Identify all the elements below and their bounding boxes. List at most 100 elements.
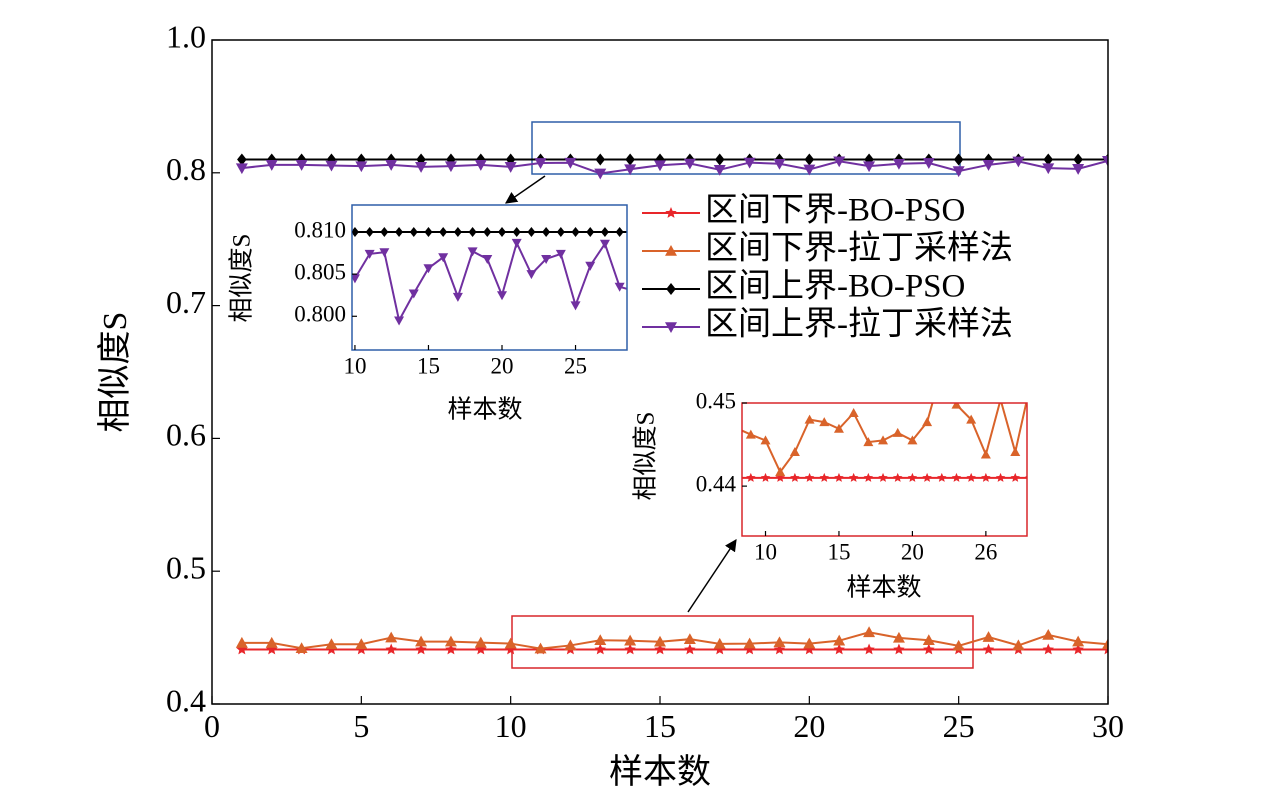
data-point — [409, 226, 418, 237]
series-line — [241, 631, 1108, 650]
data-point — [570, 301, 581, 311]
data-point — [526, 270, 537, 280]
data-point — [541, 254, 552, 264]
data-point — [982, 160, 995, 171]
legend-label: 区间上界-BO-PSO — [705, 269, 965, 305]
data-point — [586, 226, 595, 237]
data-point — [773, 643, 786, 655]
data-point — [355, 638, 368, 650]
x-axis-label: 样本数 — [609, 753, 711, 791]
data-point — [235, 636, 248, 648]
x-axis-label: 样本数 — [846, 574, 921, 602]
data-point — [743, 637, 756, 649]
data-point — [265, 636, 278, 648]
legend-label: 区间上界-拉丁采样法 — [705, 306, 1013, 343]
data-point — [665, 245, 677, 256]
data-point — [743, 157, 756, 169]
data-point — [966, 472, 976, 482]
data-point — [803, 643, 816, 655]
data-point — [951, 472, 962, 482]
data-point — [624, 643, 636, 655]
data-point — [408, 289, 419, 299]
x-axis-label: 样本数 — [447, 396, 522, 424]
data-point — [355, 161, 368, 173]
y-tick-label: 0.810 — [294, 217, 346, 242]
x-tick-label: 15 — [644, 708, 676, 744]
data-point — [775, 472, 785, 482]
data-point — [937, 365, 947, 374]
x-tick-label: 15 — [417, 354, 440, 379]
data-point — [237, 153, 247, 166]
data-point — [498, 226, 506, 237]
data-point — [923, 643, 935, 655]
data-point — [534, 642, 547, 654]
data-point — [804, 414, 815, 424]
data-point — [385, 631, 398, 643]
data-point — [452, 292, 463, 302]
data-point — [848, 472, 859, 482]
data-point — [542, 226, 551, 237]
data-point — [714, 643, 726, 655]
x-tick-label: 20 — [491, 354, 514, 379]
data-point — [599, 239, 610, 249]
data-point — [803, 637, 816, 649]
data-point — [395, 226, 404, 237]
y-tick-label: 0.45 — [696, 388, 736, 413]
data-point — [966, 414, 977, 424]
x-tick-label: 10 — [343, 354, 366, 379]
data-point — [1072, 643, 1084, 655]
data-point — [937, 472, 947, 482]
data-point — [1010, 472, 1021, 482]
y-tick-label: 1.0 — [166, 18, 206, 54]
data-point — [683, 158, 696, 170]
data-point — [922, 158, 935, 169]
zoom-box — [531, 121, 961, 175]
data-point — [1043, 153, 1054, 166]
data-point — [624, 164, 637, 176]
data-point — [760, 472, 771, 482]
data-point — [863, 643, 875, 655]
data-point — [980, 449, 991, 459]
data-point — [982, 631, 995, 642]
data-point — [683, 633, 696, 644]
data-point — [445, 643, 457, 655]
data-point — [453, 226, 462, 237]
data-point — [424, 226, 433, 237]
data-point — [878, 472, 888, 482]
data-point — [1012, 639, 1025, 651]
data-point — [600, 226, 609, 237]
data-point — [595, 153, 606, 166]
data-point — [760, 435, 771, 445]
data-point — [630, 227, 638, 237]
data-point — [713, 637, 726, 649]
data-point — [385, 643, 397, 655]
data-point — [789, 447, 800, 457]
series-line — [241, 159, 1108, 175]
data-point — [775, 466, 786, 476]
x-tick-label: 15 — [827, 540, 850, 565]
y-tick-label: 0.5 — [166, 550, 206, 586]
data-point — [654, 643, 666, 655]
data-point — [833, 423, 844, 433]
legend-label: 区间下界-BO-PSO — [705, 193, 965, 229]
data-point — [1072, 635, 1085, 647]
data-point — [743, 643, 756, 655]
data-point — [952, 166, 965, 178]
data-point — [265, 160, 278, 171]
data-point — [468, 226, 477, 237]
data-point — [803, 164, 816, 176]
x-tick-label: 20 — [793, 708, 825, 744]
data-point — [614, 282, 625, 292]
x-tick-label: 10 — [754, 540, 777, 565]
y-tick-label: 0.6 — [166, 417, 206, 453]
data-point — [731, 423, 741, 432]
data-point — [325, 638, 338, 650]
data-point — [380, 226, 389, 237]
data-point — [892, 631, 905, 643]
data-point — [564, 157, 577, 169]
data-point — [423, 264, 434, 274]
data-point — [665, 207, 677, 218]
data-point — [585, 261, 596, 271]
data-point — [893, 643, 905, 655]
data-point — [504, 162, 517, 173]
